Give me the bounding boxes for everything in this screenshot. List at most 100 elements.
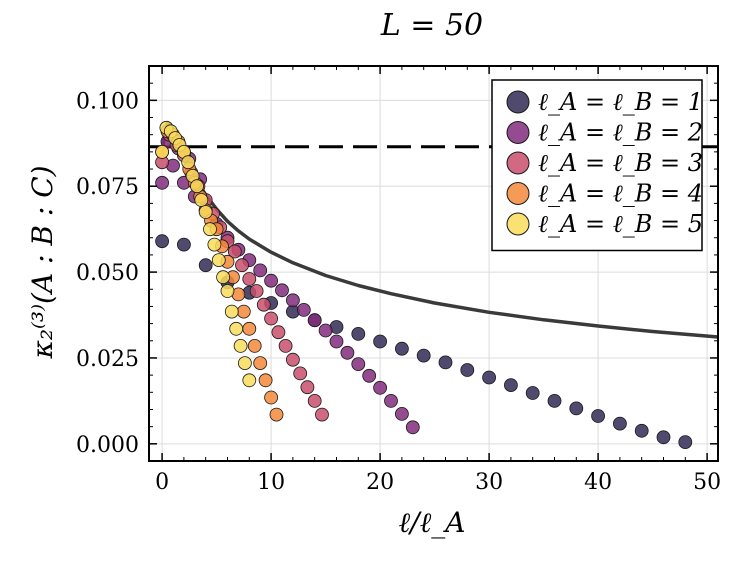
legend: ℓ_A = ℓ_B = 1 ℓ_A = ℓ_B = 2ℓ_A = ℓ_B = 3 ℓ… bbox=[491, 79, 703, 252]
scatter-points bbox=[155, 120, 693, 450]
data-point bbox=[613, 416, 627, 431]
legend-marker bbox=[506, 182, 530, 205]
data-point bbox=[233, 338, 248, 353]
data-point bbox=[275, 283, 289, 298]
y-tick-label: 0.075 bbox=[76, 175, 139, 200]
legend-marker bbox=[506, 121, 530, 144]
data-point bbox=[351, 357, 366, 372]
data-point bbox=[318, 323, 333, 338]
data-point bbox=[569, 401, 584, 416]
data-point bbox=[373, 380, 388, 395]
data-point bbox=[253, 356, 268, 371]
chart-title: L = 50 bbox=[380, 8, 483, 43]
data-point bbox=[264, 273, 279, 288]
data-point bbox=[678, 435, 693, 450]
data-point bbox=[547, 393, 562, 408]
data-point bbox=[394, 406, 409, 421]
data-point bbox=[269, 407, 284, 422]
legend-label: ℓ_A = ℓ_B = 2 bbox=[538, 119, 703, 147]
data-point bbox=[340, 345, 355, 360]
data-point bbox=[525, 386, 540, 400]
x-tick-label: 40 bbox=[584, 470, 612, 495]
data-point bbox=[285, 293, 300, 308]
data-point bbox=[264, 390, 279, 405]
data-point bbox=[503, 378, 518, 393]
data-point bbox=[591, 409, 605, 423]
data-point bbox=[362, 368, 377, 383]
legend-marker bbox=[506, 90, 530, 114]
data-point bbox=[198, 258, 213, 273]
data-point bbox=[236, 304, 251, 319]
data-point bbox=[247, 338, 262, 353]
data-point bbox=[482, 370, 497, 385]
legend-label: ℓ_A = ℓ_B = 1 bbox=[538, 88, 703, 116]
legend-label: ℓ_A = ℓ_B = 3 bbox=[538, 149, 703, 177]
data-point bbox=[300, 380, 315, 395]
data-point bbox=[264, 311, 279, 326]
data-point bbox=[155, 144, 170, 159]
data-point bbox=[438, 355, 453, 370]
x-tick-label: 0 bbox=[155, 470, 169, 495]
plot-frame bbox=[148, 65, 719, 462]
data-point bbox=[216, 270, 231, 285]
data-point bbox=[285, 352, 300, 367]
x-tick-label: 30 bbox=[475, 470, 503, 495]
data-point bbox=[405, 420, 420, 435]
data-point bbox=[249, 284, 264, 298]
data-point bbox=[307, 313, 322, 328]
data-point bbox=[207, 237, 222, 252]
data-point bbox=[242, 321, 257, 336]
data-point bbox=[227, 244, 242, 259]
data-point bbox=[224, 304, 239, 319]
y-axis-label: κ₂⁽³⁾(A : B : C) bbox=[26, 165, 59, 359]
data-point bbox=[256, 297, 271, 312]
y-tick-label: 0.100 bbox=[76, 89, 139, 114]
legend-label: ℓ_A = ℓ_B = 5 bbox=[538, 210, 703, 238]
data-point bbox=[296, 302, 311, 317]
data-point bbox=[271, 325, 286, 340]
data-point bbox=[416, 348, 431, 363]
data-point bbox=[229, 321, 244, 336]
data-point bbox=[634, 423, 649, 438]
data-point bbox=[351, 326, 366, 341]
data-point bbox=[211, 253, 226, 268]
data-point bbox=[258, 373, 273, 388]
y-tick-label: 0.025 bbox=[76, 347, 139, 372]
legend-marker bbox=[506, 151, 530, 175]
data-point bbox=[460, 363, 475, 377]
data-point bbox=[176, 237, 191, 252]
data-point bbox=[181, 155, 196, 170]
x-axis-label: ℓ/ℓ_A bbox=[399, 506, 466, 539]
data-point bbox=[278, 338, 293, 353]
x-tick-label: 10 bbox=[257, 470, 285, 495]
data-point bbox=[307, 393, 322, 408]
data-point bbox=[190, 179, 204, 194]
series-5 bbox=[155, 120, 257, 388]
data-point bbox=[194, 193, 209, 207]
y-tick-label: 0.050 bbox=[76, 261, 139, 286]
data-point bbox=[220, 284, 235, 298]
data-point bbox=[155, 234, 170, 249]
data-point bbox=[242, 373, 257, 388]
legend-label: ℓ_A = ℓ_B = 4 bbox=[538, 180, 703, 208]
legend-marker bbox=[506, 212, 530, 236]
data-point bbox=[384, 393, 398, 408]
data-point bbox=[373, 334, 388, 349]
data-point bbox=[253, 263, 268, 278]
data-point bbox=[203, 222, 217, 237]
data-point bbox=[155, 175, 170, 190]
data-point bbox=[242, 272, 257, 286]
data-point bbox=[237, 356, 252, 371]
data-point bbox=[656, 430, 671, 445]
data-point bbox=[394, 341, 409, 356]
axis-ticks: 0 10 20 30 40 50 0.000 0.025 0.050 0.075 0.100 bbox=[76, 66, 721, 495]
data-point bbox=[315, 407, 329, 422]
data-point bbox=[198, 205, 213, 219]
x-tick-label: 50 bbox=[693, 470, 721, 495]
data-point bbox=[235, 258, 249, 273]
x-tick-label: 20 bbox=[366, 470, 394, 495]
data-point bbox=[329, 334, 344, 349]
data-point bbox=[293, 366, 308, 381]
y-tick-label: 0.000 bbox=[76, 433, 139, 458]
